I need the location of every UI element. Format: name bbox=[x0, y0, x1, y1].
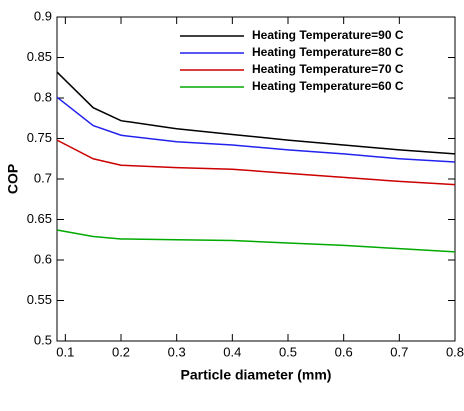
x-tick-label: 0.7 bbox=[390, 344, 408, 359]
y-tick-label: 0.6 bbox=[34, 251, 52, 266]
legend-text: Heating Temperature=70 C bbox=[252, 62, 404, 76]
y-tick-label: 0.55 bbox=[27, 292, 52, 307]
series-line bbox=[56, 96, 456, 163]
x-tick-label: 0.6 bbox=[335, 344, 353, 359]
series-line bbox=[56, 139, 456, 186]
series-line bbox=[56, 229, 456, 253]
legend-text: Heating Temperature=80 C bbox=[252, 45, 404, 59]
y-tick-label: 0.7 bbox=[34, 170, 52, 185]
legend-text: Heating Temperature=60 C bbox=[252, 79, 404, 93]
x-tick-label: 0.4 bbox=[223, 344, 241, 359]
y-tick-label: 0.65 bbox=[27, 211, 52, 226]
legend-text: Heating Temperature=90 C bbox=[252, 28, 404, 42]
y-tick-label: 0.85 bbox=[27, 49, 52, 64]
y-tick-label: 0.8 bbox=[34, 89, 52, 104]
x-axis-title: Particle diameter (mm) bbox=[181, 367, 332, 383]
series-line bbox=[56, 71, 456, 155]
x-tick-label: 0.1 bbox=[56, 344, 74, 359]
y-axis-title: COP bbox=[5, 164, 21, 194]
x-tick-label: 0.8 bbox=[446, 344, 464, 359]
y-tick-label: 0.5 bbox=[34, 332, 52, 347]
y-tick-label: 0.75 bbox=[27, 130, 52, 145]
x-tick-label: 0.3 bbox=[168, 344, 186, 359]
x-tick-label: 0.5 bbox=[279, 344, 297, 359]
y-tick-label: 0.9 bbox=[34, 8, 52, 23]
x-tick-label: 0.2 bbox=[112, 344, 130, 359]
